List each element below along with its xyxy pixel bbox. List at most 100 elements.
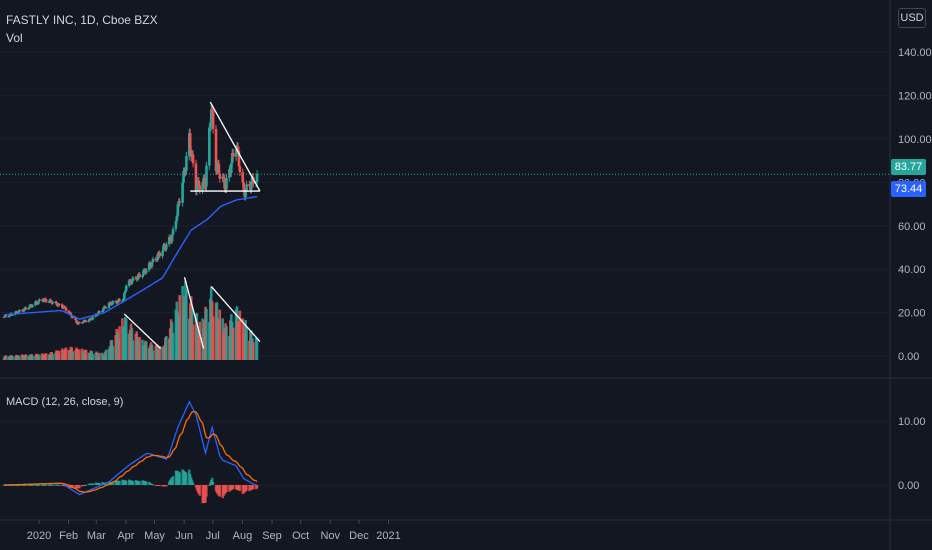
- candle-body: [208, 127, 211, 166]
- candle-body: [148, 263, 152, 265]
- volume-bar: [211, 316, 215, 360]
- candle-body: [8, 314, 12, 317]
- candle-body: [151, 258, 155, 263]
- candle-body: [71, 317, 75, 319]
- candle-body: [60, 304, 64, 309]
- candle-body: [244, 191, 247, 197]
- candle-body: [38, 299, 41, 302]
- candle-body: [197, 180, 201, 186]
- macd-legend[interactable]: MACD (12, 26, close, 9): [6, 396, 124, 408]
- volume-bar: [218, 309, 222, 360]
- macd-histogram-bar: [198, 485, 201, 496]
- price-tick-label: 60.00: [898, 221, 926, 233]
- volume-bar: [98, 352, 101, 360]
- candle-body: [228, 169, 231, 178]
- time-tick-label: Nov: [320, 530, 340, 542]
- candle-body: [242, 182, 246, 192]
- candle-body: [102, 308, 105, 311]
- volume-bar: [138, 336, 141, 360]
- candle-body: [24, 307, 28, 310]
- ma-price-tag: 73.44: [891, 181, 926, 197]
- volume-bar: [84, 349, 88, 360]
- candle-body: [238, 166, 242, 173]
- candle-body: [185, 155, 188, 171]
- candle-body: [109, 302, 113, 305]
- macd-histogram-bar: [131, 480, 135, 485]
- volume-bar: [104, 349, 108, 360]
- macd-tick-label: 10.00: [898, 416, 926, 428]
- candle-body: [103, 306, 107, 308]
- candle-body: [141, 275, 144, 277]
- price-tick-label: 0.00: [898, 351, 919, 363]
- volume-bar: [78, 349, 81, 360]
- price-candles: [2, 104, 259, 326]
- trendlines[interactable]: [123, 101, 261, 349]
- volume-bar: [245, 327, 248, 360]
- candle-body: [104, 307, 108, 309]
- candle-body: [55, 301, 58, 305]
- volume-bar: [178, 295, 182, 360]
- candle-body: [248, 184, 251, 187]
- symbol-title[interactable]: FASTLY INC, 1D, Cboe BZX: [6, 13, 158, 27]
- candle-body: [69, 312, 73, 316]
- candle-body: [37, 301, 40, 304]
- candle-body: [174, 221, 178, 229]
- candle-body: [2, 316, 6, 318]
- volume-trendline: [210, 285, 261, 343]
- candle-body: [51, 302, 55, 304]
- candle-body: [20, 310, 24, 312]
- candle-body: [40, 299, 44, 301]
- macd-histogram-bar: [191, 482, 195, 485]
- volume-bar: [198, 321, 202, 360]
- candle-body: [209, 109, 213, 126]
- candle-body: [162, 245, 165, 252]
- macd-histogram-bar: [205, 485, 208, 497]
- volume-bar: [231, 327, 235, 360]
- candle-body: [134, 277, 138, 279]
- candle-body: [147, 263, 151, 271]
- volume-trendline: [123, 313, 162, 349]
- macd-histogram-bar: [91, 483, 95, 485]
- volume-bar: [4, 355, 8, 360]
- macd-histogram-bar: [185, 472, 188, 485]
- volume-legend[interactable]: Vol: [6, 31, 23, 45]
- macd-histogram-bar: [151, 484, 155, 486]
- currency-button[interactable]: USD: [898, 8, 926, 28]
- candle-body: [161, 251, 164, 257]
- candle-body: [184, 170, 187, 173]
- volume-bars: [2, 280, 259, 360]
- macd-histogram-bar: [245, 485, 248, 491]
- candle-body: [182, 171, 185, 183]
- candle-body: [178, 201, 182, 203]
- candle-body: [144, 270, 148, 273]
- candle-body: [203, 178, 206, 186]
- volume-bar: [17, 355, 21, 360]
- candle-body: [155, 259, 159, 261]
- candle-body: [7, 316, 11, 318]
- candle-body: [87, 319, 91, 322]
- macd-histogram-bar: [218, 485, 222, 497]
- macd-histogram-bar: [145, 481, 148, 485]
- volume-bar: [31, 355, 34, 360]
- macd-histogram-bar: [84, 484, 88, 486]
- candle-body: [205, 165, 208, 187]
- macd-histogram-bar: [165, 485, 168, 487]
- candle-body: [234, 149, 238, 157]
- macd-histogram-bar: [71, 485, 74, 488]
- candle-body: [208, 125, 212, 128]
- ma-line: [3, 195, 258, 320]
- volume-bar: [131, 340, 135, 360]
- candle-body: [198, 185, 202, 191]
- candle-body: [138, 273, 141, 277]
- candle-body: [107, 302, 111, 308]
- macd-histogram-bar: [208, 485, 211, 486]
- candle-body: [215, 166, 219, 172]
- macd-histogram-bar: [238, 485, 242, 491]
- time-tick-label: 2020: [27, 530, 51, 542]
- candle-body: [154, 258, 158, 260]
- candle-body: [175, 215, 179, 222]
- candle-body: [214, 128, 218, 172]
- time-tick-label: Aug: [233, 530, 253, 542]
- volume-bar: [144, 341, 148, 360]
